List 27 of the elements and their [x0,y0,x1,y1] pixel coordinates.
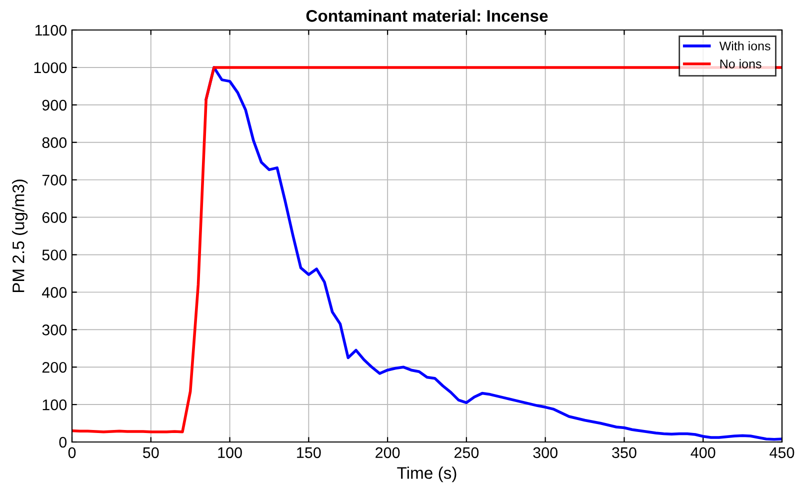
y-tick-label: 1100 [35,24,67,36]
x-axis-title: Time (s) [397,466,456,482]
y-tick-label: 300 [42,324,67,336]
y-tick-label: 1000 [34,62,67,74]
x-tick-label: 250 [454,447,479,458]
x-tick-label: 350 [612,447,636,458]
x-tick-label: 400 [690,447,716,458]
x-tick-label: 100 [218,447,242,458]
x-tick-label: 50 [143,447,159,458]
x-tick-label: 150 [297,447,321,458]
legend-label: No ions [720,59,762,68]
y-tick-label: 900 [42,100,67,111]
y-tick-label: 600 [42,212,67,223]
legend-label: With ions [719,41,770,50]
x-tick-label: 0 [68,447,76,458]
y-tick-label: 800 [42,137,67,148]
y-tick-label: 500 [42,250,67,260]
y-tick-label: 400 [42,287,67,298]
chart-title: Contaminant material: Incense [306,10,548,22]
y-tick-label: 200 [42,362,67,373]
x-tick-label: 300 [533,447,558,458]
y-tick-label: 700 [42,174,67,186]
y-axis-title: PM 2.5 (ug/m3) [12,180,28,292]
x-tick-label: 450 [770,447,794,458]
y-tick-label: 100 [42,399,67,410]
x-tick-label: 200 [376,447,400,458]
y-tick-label: 0 [59,436,67,448]
